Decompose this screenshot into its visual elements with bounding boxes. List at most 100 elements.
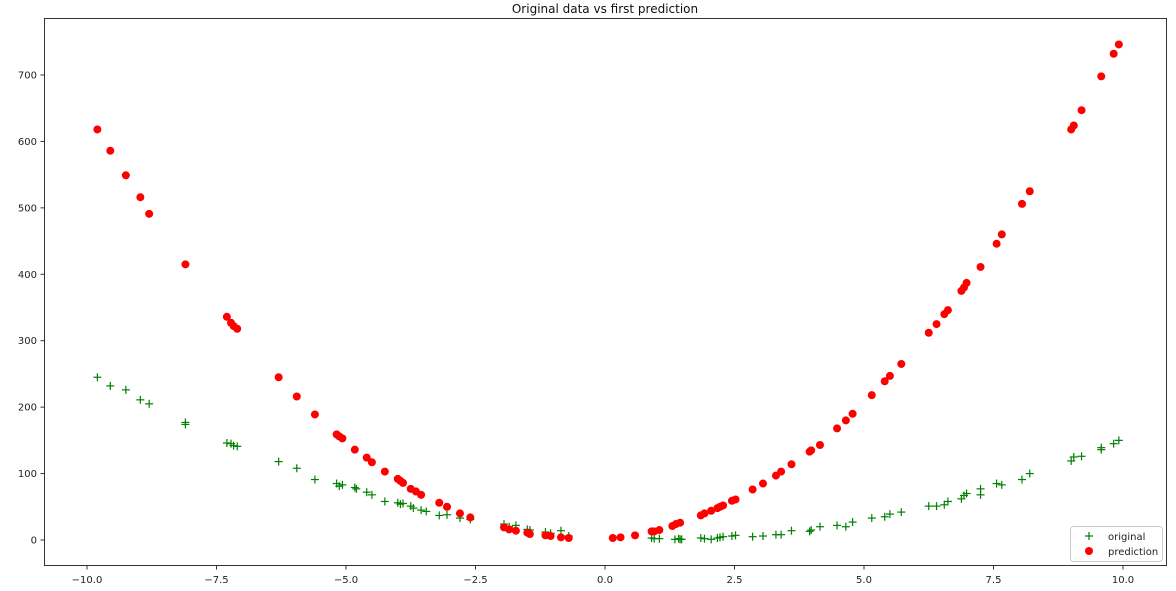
data-point-original	[350, 483, 359, 492]
data-point-prediction	[525, 530, 534, 539]
circle-marker-icon	[1085, 547, 1093, 555]
data-point-prediction	[777, 467, 786, 476]
data-point-original	[677, 535, 686, 544]
data-point-prediction	[417, 490, 426, 499]
data-point-prediction	[455, 509, 464, 518]
data-point-prediction	[748, 485, 757, 494]
data-point-original	[1017, 475, 1026, 484]
data-point-original	[106, 381, 115, 390]
y-tick-label: 400	[18, 270, 37, 281]
data-point-prediction	[435, 498, 444, 507]
data-point-prediction	[466, 513, 475, 522]
data-point-prediction	[700, 509, 709, 518]
data-point-prediction	[1025, 187, 1034, 196]
data-point-prediction	[758, 479, 767, 488]
data-point-original	[880, 512, 889, 521]
data-point-prediction	[93, 125, 102, 134]
data-point-original	[1069, 452, 1078, 461]
x-tick-label: 0.0	[597, 575, 613, 586]
data-point-original	[787, 526, 796, 535]
data-point-prediction	[136, 193, 145, 202]
data-point-prediction	[631, 531, 640, 540]
data-point-original	[727, 532, 736, 541]
data-point-prediction	[841, 416, 850, 425]
data-point-prediction	[815, 441, 824, 450]
legend: original prediction	[1070, 526, 1163, 562]
data-point-original	[841, 522, 850, 531]
data-point-prediction	[897, 359, 906, 368]
data-point-original	[121, 385, 130, 394]
data-point-prediction	[222, 312, 231, 321]
data-point-original	[924, 502, 933, 511]
data-point-prediction	[719, 501, 728, 510]
data-point-original	[940, 500, 949, 509]
data-point-prediction	[676, 518, 685, 527]
data-point-prediction	[707, 506, 716, 515]
x-tick-label: −5.0	[334, 575, 358, 586]
y-tick-label: 500	[18, 203, 37, 214]
data-point-original	[181, 420, 190, 429]
x-tick-label: 7.5	[986, 575, 1002, 586]
data-point-original	[409, 504, 418, 513]
data-point-original	[417, 506, 426, 515]
y-tick-label: 200	[18, 403, 37, 414]
data-point-prediction	[787, 460, 796, 469]
data-point-prediction	[848, 409, 857, 418]
data-point-original	[229, 441, 238, 450]
data-point-original	[398, 499, 407, 508]
legend-label-original: original	[1108, 532, 1145, 543]
data-point-prediction	[546, 532, 555, 541]
data-point-prediction	[292, 392, 301, 401]
data-point-original	[833, 521, 842, 530]
data-point-prediction	[1109, 49, 1118, 58]
data-point-original	[997, 480, 1006, 489]
data-point-original	[422, 507, 431, 516]
plot-area	[44, 18, 1167, 566]
data-point-prediction	[398, 478, 407, 487]
y-tick-label: 100	[18, 469, 37, 480]
data-point-prediction	[807, 446, 816, 455]
data-point-original	[292, 464, 301, 473]
chart-title: Original data vs first prediction	[512, 2, 698, 16]
data-point-prediction	[655, 526, 664, 535]
data-point-original	[696, 534, 705, 543]
data-point-original	[807, 526, 816, 535]
data-point-original	[1025, 469, 1034, 478]
data-point-prediction	[505, 525, 514, 534]
data-point-prediction	[943, 306, 952, 315]
data-point-prediction	[992, 239, 1001, 248]
series-prediction	[93, 40, 1123, 543]
data-point-original	[1114, 436, 1123, 445]
data-point-prediction	[1077, 106, 1086, 115]
data-point-prediction	[564, 534, 573, 543]
data-point-original	[848, 518, 857, 527]
data-point-prediction	[731, 495, 740, 504]
x-axis: −10.0 −7.5 −5.0 −2.5 0.0 2.5 5.0 7.5 10.0	[72, 566, 1134, 586]
data-point-original	[1109, 439, 1118, 448]
data-point-original	[962, 489, 971, 498]
data-point-prediction	[867, 391, 876, 400]
data-point-prediction	[833, 424, 842, 433]
data-point-original	[338, 480, 347, 489]
data-point-prediction	[616, 533, 625, 542]
data-point-original	[367, 490, 376, 499]
data-point-original	[362, 488, 371, 497]
data-point-original	[136, 395, 145, 404]
data-point-original	[707, 535, 716, 544]
data-point-original	[943, 497, 952, 506]
x-tick-label: −10.0	[72, 575, 103, 586]
data-point-prediction	[233, 324, 242, 333]
y-tick-label: 300	[18, 336, 37, 347]
data-point-prediction	[1017, 199, 1026, 208]
data-point-original	[758, 532, 767, 541]
data-point-prediction	[350, 445, 359, 454]
data-point-prediction	[608, 534, 617, 543]
data-point-prediction	[145, 209, 154, 218]
data-point-prediction	[997, 230, 1006, 239]
data-point-original	[145, 399, 154, 408]
data-point-prediction	[362, 453, 371, 462]
data-point-original	[805, 527, 814, 536]
data-point-original	[700, 534, 709, 543]
data-point-original	[435, 511, 444, 520]
data-point-prediction	[443, 502, 452, 511]
